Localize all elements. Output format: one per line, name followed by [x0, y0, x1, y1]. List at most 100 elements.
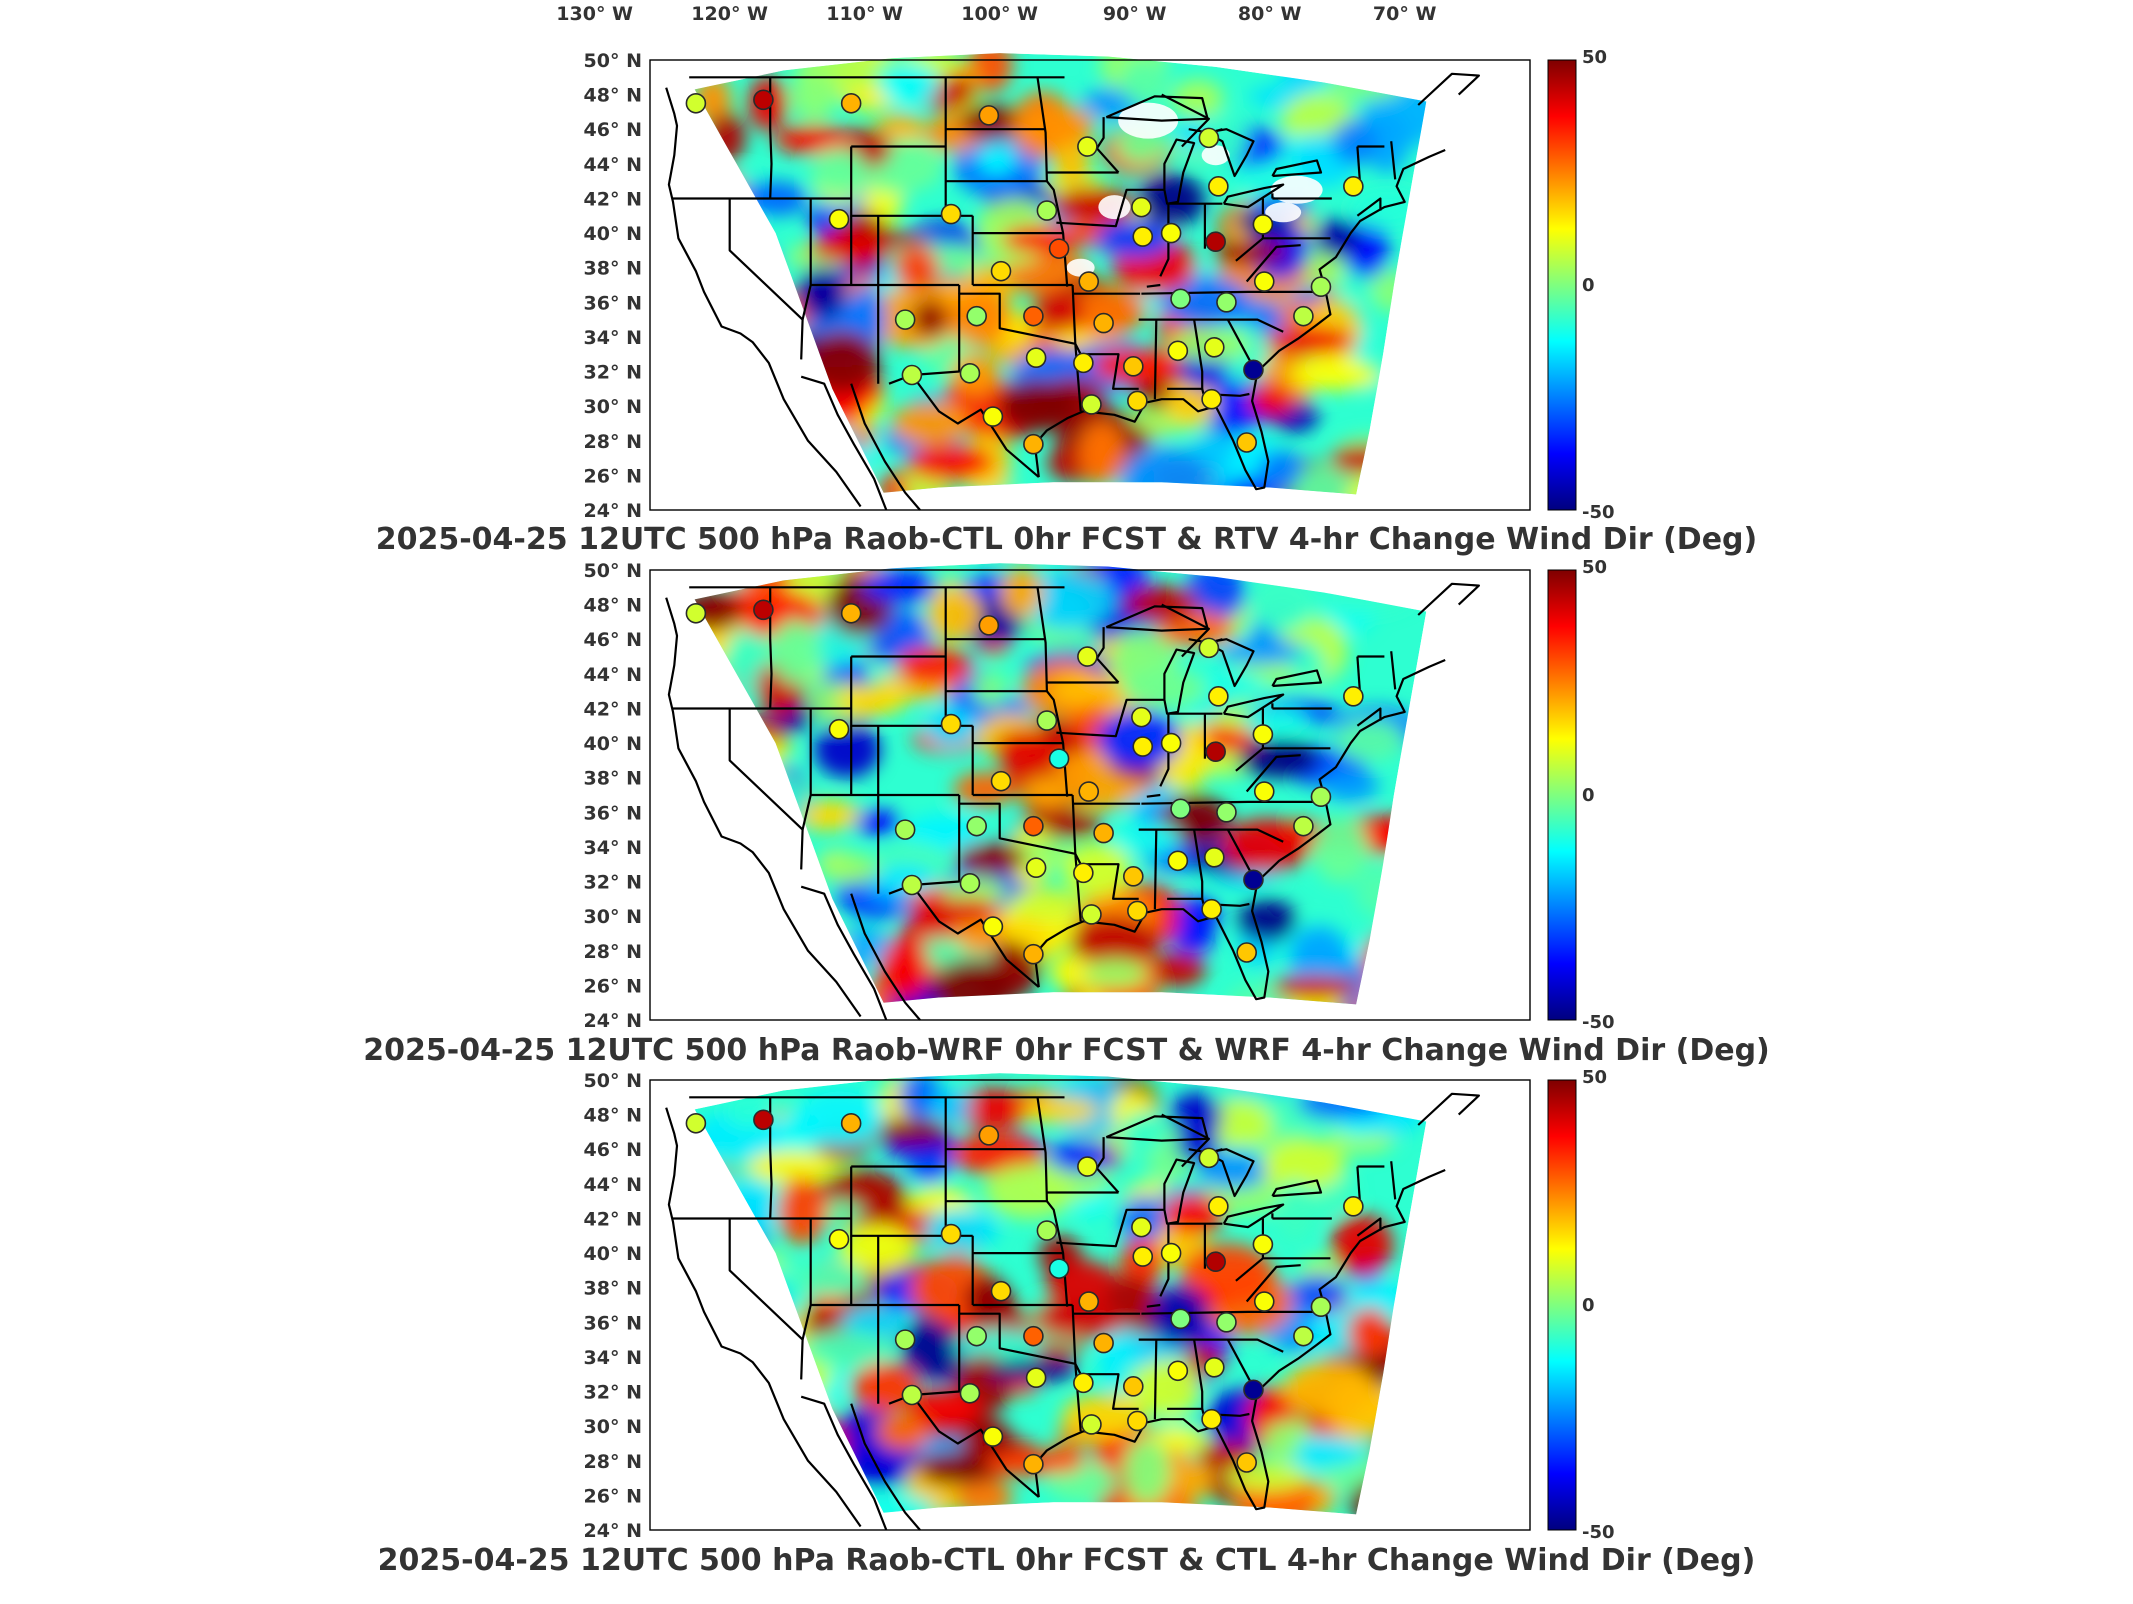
raob-station-marker [894, 819, 916, 840]
state-boundary [1159, 713, 1170, 787]
panels: 50° N 48° N 46° N 44° N 42° N 40° N 38° N 36° N… [584, 47, 1615, 1543]
lat-tick-label: 36° N [584, 292, 642, 314]
field-blob [1258, 450, 1305, 491]
raob-station-marker [753, 89, 774, 111]
great-lake [1271, 159, 1323, 178]
lat-tick-label: 40° N [584, 223, 642, 245]
state-boundary [1146, 793, 1161, 798]
raob-station-marker [1078, 1291, 1100, 1312]
lon-tick-label: 110° W [826, 3, 903, 25]
raob-station-marker [1093, 1332, 1114, 1354]
field-blob [968, 53, 1013, 93]
raob-station-marker [1023, 1453, 1044, 1475]
raob-station-marker [1343, 176, 1364, 197]
raob-station-marker [1243, 869, 1264, 891]
raob-station-marker [1310, 1296, 1332, 1318]
lat-tick-label: 30° N [584, 1416, 642, 1438]
raob-station-marker [1023, 305, 1044, 327]
raob-stations [685, 599, 1364, 965]
great-lake [1105, 605, 1209, 632]
raob-station-marker [990, 260, 1012, 282]
state-boundary [1201, 1408, 1250, 1417]
field-blob [1262, 1139, 1346, 1191]
raob-station-marker [940, 713, 962, 735]
raob-station-marker [940, 1223, 962, 1245]
field-blob [1106, 1275, 1156, 1319]
state-boundary [1390, 1161, 1397, 1200]
raob-stations [685, 89, 1364, 455]
field-blob [1138, 173, 1206, 228]
field-blob [819, 852, 880, 885]
raob-station-marker [1205, 231, 1226, 253]
field-blob [890, 401, 969, 446]
raob-station-marker [1048, 1258, 1070, 1279]
state-boundary [1095, 627, 1120, 684]
raob-station-marker [966, 1325, 988, 1347]
great-lake [1222, 1203, 1285, 1229]
field-blob [977, 146, 1016, 174]
state-boundary [1235, 747, 1264, 772]
field-blob [813, 721, 881, 778]
raob-stations [685, 1109, 1364, 1475]
raob-station-marker [1025, 857, 1047, 878]
lat-tick-label: 30° N [584, 906, 642, 928]
great-lake [1205, 638, 1255, 688]
panel-2-title: 2025-04-25 12UTC 500 hPa Raob-WRF 0hr FC… [363, 1033, 1770, 1068]
raob-station-marker [1208, 1196, 1229, 1217]
coastline [1417, 1092, 1481, 1126]
field-blob [944, 245, 981, 277]
field-blob [1237, 899, 1297, 942]
lat-tick-label: 50° N [584, 50, 642, 72]
coastline [800, 885, 888, 1021]
raob-station-marker [1077, 646, 1098, 667]
plot-frame [649, 59, 1531, 511]
panel-3: 50° N 48° N 46° N 44° N 42° N 40° N 38° N 36° N… [584, 1067, 1615, 1543]
field-blob [861, 568, 939, 604]
field-blob [1284, 1360, 1373, 1418]
raob-station-marker [1343, 686, 1364, 707]
state-boundary [728, 1218, 804, 1341]
field-blob [1064, 286, 1147, 337]
raob-station-marker [685, 1112, 707, 1134]
raob-station-marker [1025, 347, 1047, 368]
field-blob [1301, 354, 1362, 381]
raob-station-marker [753, 1109, 774, 1131]
field-blob [1050, 953, 1100, 991]
lon-tick-label: 90° W [1103, 3, 1167, 25]
raob-station-marker [1123, 356, 1144, 377]
raob-station-marker [753, 599, 774, 621]
raob-station-marker [966, 815, 988, 837]
panel-2: 50° N 48° N 46° N 44° N 42° N 40° N 38° N 36° N… [584, 557, 1615, 1033]
field-blob [875, 114, 926, 146]
coastline [1033, 148, 1446, 491]
longitude-axis: 130° W 120° W 110° W 100° W 90° W 80° W 70° W [556, 3, 1436, 25]
great-lake [1271, 669, 1323, 688]
raob-station-marker [840, 602, 862, 624]
state-boundary [1071, 1304, 1139, 1410]
state-boundary [1161, 1113, 1211, 1168]
field-blob [1119, 58, 1171, 106]
field-blob [1289, 655, 1329, 682]
field-blob [770, 619, 821, 684]
lat-tick-label: 32° N [584, 872, 642, 894]
state-boundary [1235, 1257, 1264, 1282]
state-boundary [1138, 828, 1284, 843]
raob-station-marker [1048, 748, 1070, 769]
panel-3-title: 2025-04-25 12UTC 500 hPa Raob-CTL 0hr FC… [377, 1543, 1756, 1578]
state-boundary [800, 708, 812, 870]
coastline [1033, 658, 1446, 1001]
raob-station-marker [1198, 637, 1220, 659]
field-blob [694, 591, 745, 632]
lat-tick-label: 28° N [584, 1451, 642, 1473]
raob-station-marker [1127, 900, 1148, 922]
field-blob [912, 300, 949, 338]
field-blob [802, 1330, 894, 1368]
raob-station-marker [1253, 781, 1275, 802]
raob-station-marker [1025, 1367, 1047, 1388]
field-blob [1347, 1307, 1392, 1358]
lat-tick-label: 28° N [584, 941, 642, 963]
raob-station-marker [1293, 815, 1314, 837]
state-boundary [728, 708, 804, 831]
state-boundary [1235, 237, 1264, 262]
coastline [850, 383, 921, 511]
